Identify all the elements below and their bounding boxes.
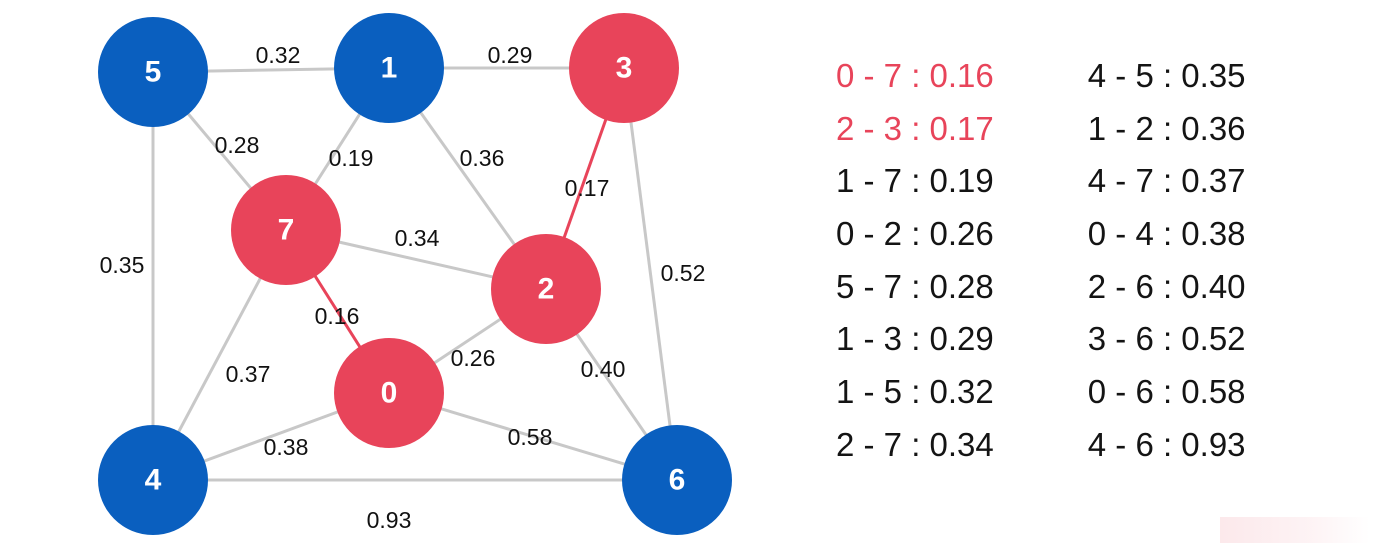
edge-weight-label: 0.28	[215, 132, 260, 158]
node-label: 3	[616, 52, 633, 85]
node-circle	[334, 338, 444, 448]
node-label: 4	[145, 464, 162, 497]
edge-list-item: 4 - 7 : 0.37	[1087, 162, 1246, 200]
edge-weight-label: 0.36	[460, 145, 505, 171]
edge-list-item: 0 - 2 : 0.26	[836, 215, 994, 253]
edge-weight-label: 0.32	[256, 42, 301, 68]
edge-list-item: 0 - 6 : 0.58	[1087, 373, 1246, 411]
sorted-edge-list: 0 - 7 : 0.16 2 - 3 : 0.17 1 - 7 : 0.19 0…	[836, 50, 1246, 472]
edge-weight-label: 0.19	[329, 145, 374, 171]
node-circle	[334, 13, 444, 123]
node-label: 0	[381, 377, 398, 410]
edge-list-item: 1 - 2 : 0.36	[1087, 109, 1246, 147]
node-circle	[622, 425, 732, 535]
nodes-layer: 0 1 2 3 4 5 6 7	[98, 13, 732, 535]
edge-weight-label: 0.93	[367, 507, 412, 533]
edge-weight-label: 0.34	[395, 225, 440, 251]
node-circle	[231, 175, 341, 285]
node-4: 4	[98, 425, 208, 535]
edge-weight-label: 0.26	[451, 345, 496, 371]
edge-list-column-1: 0 - 7 : 0.16 2 - 3 : 0.17 1 - 7 : 0.19 0…	[836, 50, 994, 472]
edge-weight-label: 0.16	[315, 303, 360, 329]
edge-list-item: 2 - 7 : 0.34	[836, 425, 994, 463]
edge-list-item: 1 - 5 : 0.32	[836, 373, 994, 411]
node-7: 7	[231, 175, 341, 285]
edge-labels-layer: 0.32 0.29 0.28 0.19 0.36 0.17 0.35 0.34 0.52 0.16…	[100, 42, 706, 533]
edge-list-item: 3 - 6 : 0.52	[1087, 320, 1246, 358]
node-circle	[98, 17, 208, 127]
node-1: 1	[334, 13, 444, 123]
edge-3-6	[622, 67, 679, 481]
node-label: 5	[145, 56, 162, 89]
node-circle	[491, 234, 601, 344]
edge-list-item: 4 - 6 : 0.93	[1087, 425, 1246, 463]
edge-list-item: 2 - 6 : 0.40	[1087, 267, 1246, 305]
watermark	[1220, 517, 1370, 543]
node-6: 6	[622, 425, 732, 535]
edge-weight-label: 0.35	[100, 252, 145, 278]
node-label: 2	[538, 273, 555, 306]
edge-list-item: 4 - 5 : 0.35	[1087, 57, 1246, 94]
edge-list-item: 1 - 7 : 0.19	[836, 162, 994, 200]
edge-weight-label: 0.40	[581, 356, 626, 382]
edge-list-item: 1 - 3 : 0.29	[836, 320, 994, 358]
node-label: 1	[381, 52, 398, 85]
edge-weight-label: 0.17	[565, 175, 610, 201]
node-label: 7	[278, 214, 295, 247]
edge-weight-label: 0.37	[226, 361, 271, 387]
node-circle	[98, 425, 208, 535]
node-label: 6	[669, 464, 686, 497]
node-0: 0	[334, 338, 444, 448]
node-circle	[569, 13, 679, 123]
edge-list-item: 2 - 3 : 0.17	[836, 109, 994, 147]
edge-list-item: 5 - 7 : 0.28	[836, 267, 994, 305]
node-3: 3	[569, 13, 679, 123]
edge-list-column-2: 4 - 5 : 0.35 1 - 2 : 0.36 4 - 7 : 0.37 0…	[1088, 50, 1246, 472]
edge-list-item: 0 - 7 : 0.16	[836, 57, 994, 94]
node-5: 5	[98, 17, 208, 127]
node-2: 2	[491, 234, 601, 344]
edge-weight-label: 0.38	[264, 434, 309, 460]
edge-weight-label: 0.29	[488, 42, 533, 68]
edge-weight-label: 0.52	[661, 260, 706, 286]
edge-weight-label: 0.58	[508, 424, 553, 450]
graph-diagram: 0.32 0.29 0.28 0.19 0.36 0.17 0.35 0.34 0.52 0.16…	[98, 13, 732, 535]
edge-list-item: 0 - 4 : 0.38	[1087, 215, 1246, 253]
